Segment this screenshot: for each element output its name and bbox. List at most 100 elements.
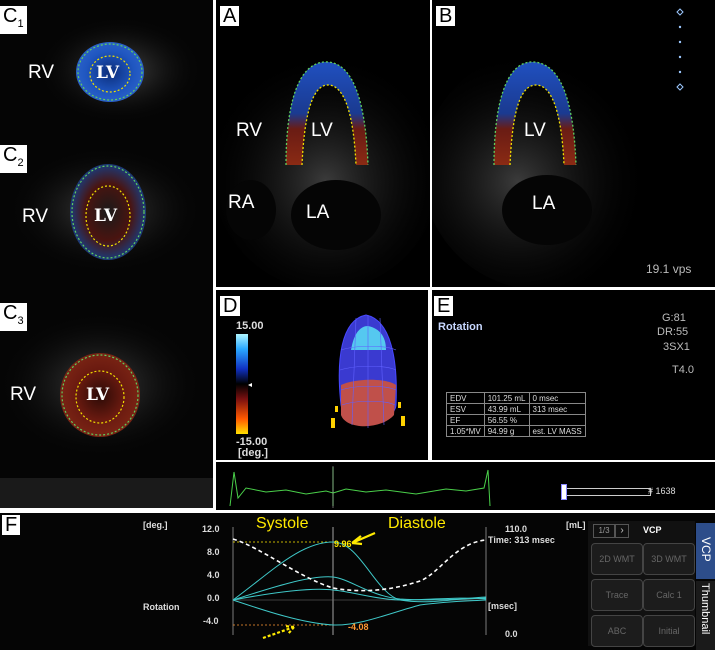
systole-arrow: [351, 531, 376, 546]
tab-thumbnail-label: Thumbnail: [699, 583, 711, 635]
label-c3: C3: [0, 303, 27, 331]
table-row: 1.05*MV 94.99 g est. LV MASS: [446, 425, 586, 437]
table-cell: 313 msec: [528, 403, 586, 415]
deg-unit: [deg.]: [143, 520, 168, 530]
tab-thumbnail[interactable]: Thumbnail: [696, 581, 715, 650]
volume-top: 110.0: [505, 524, 528, 534]
b-la-label: LA: [532, 193, 556, 214]
panel-f: F [deg.] Rotation 12.0 8.0 4.0 0.0 -4.0 …: [0, 513, 715, 650]
2d-wmt-button[interactable]: 2D WMT: [591, 543, 643, 575]
panel-a: A RV LV RA LA: [216, 0, 430, 287]
chart-bg: [0, 513, 600, 650]
a-lv-label: LV: [311, 120, 333, 141]
a-rv-label: RV: [236, 120, 263, 141]
label-f: F: [2, 515, 21, 535]
a-la-label: LA: [306, 202, 330, 223]
label-c1: C1: [0, 6, 27, 34]
lv-measurement-table: EDV 101.25 mL 0 msec ESV 43.99 mL 313 ms…: [446, 392, 586, 437]
c1-lv-label: LV: [96, 63, 120, 83]
frame-rate-text: 19.1 vps: [646, 262, 692, 276]
table-row: EDV 101.25 mL 0 msec: [446, 392, 586, 404]
rotation-title: Rotation: [438, 321, 483, 333]
frame-slider[interactable]: [561, 484, 651, 500]
b-lv-label: LV: [524, 120, 546, 141]
rotation-curve-2: [232, 576, 487, 601]
setting-gain: G:81: [662, 312, 686, 324]
c2-rv-label: RV: [22, 206, 49, 227]
abc-button[interactable]: ABC: [591, 615, 643, 647]
tab-vcp-label: VCP: [699, 537, 713, 562]
systole-label: Systole: [256, 515, 309, 532]
peak-value: 9.96: [334, 539, 352, 549]
ytick-8: 8.0: [207, 547, 220, 557]
vcp-pager[interactable]: 1/3: [593, 524, 615, 538]
ytick-12: 12.0: [202, 524, 220, 534]
tab-vcp[interactable]: VCP: [696, 523, 715, 579]
frame-number: # 1638: [648, 486, 676, 496]
table-cell: 101.25 mL: [483, 392, 530, 404]
panel-d: D 15.00 -15.00 [deg.]: [216, 290, 428, 460]
setting-3sx: 3SX1: [663, 341, 690, 353]
panel-c-column: C1 RV LV C2 RV LV C3 RV LV: [0, 0, 213, 508]
panel-a-image: [216, 0, 430, 287]
label-b: B: [436, 6, 456, 26]
table-row: EF 56.55 %: [446, 414, 586, 426]
table-row: ESV 43.99 mL 313 msec: [446, 403, 586, 415]
table-cell: 94.99 g: [483, 425, 530, 437]
rotation-curve-3: [232, 588, 487, 601]
c3-rv-label: RV: [10, 384, 37, 405]
3d-wmt-button[interactable]: 3D WMT: [643, 543, 695, 575]
rotation-curve-4: [232, 599, 487, 626]
label-a: A: [220, 6, 240, 26]
scale-min-text: -15.00: [236, 436, 268, 448]
table-cell: 43.99 mL: [483, 403, 530, 415]
panel-d-image: [216, 290, 428, 460]
rotation-row-label: Rotation: [143, 602, 180, 612]
initial-button[interactable]: Initial: [643, 615, 695, 647]
c2-lv-label: LV: [94, 206, 118, 226]
table-cell: [528, 414, 586, 426]
a-ra-label: RA: [228, 192, 255, 213]
diastole-label: Diastole: [388, 515, 446, 532]
rotation-chart: [0, 513, 600, 650]
vcp-title: VCP: [643, 525, 662, 535]
panel-e: E Rotation G:81 DR:55 3SX1 T4.0 EDV 101.…: [432, 290, 715, 460]
scale-max-text: 15.00: [236, 320, 264, 332]
timeline-trace: [216, 462, 715, 510]
c1-rv-label: RV: [28, 62, 55, 83]
msec-unit: [msec]: [488, 601, 518, 611]
vcp-next-button[interactable]: ›: [615, 524, 629, 538]
trough-value: -4.08: [348, 622, 369, 632]
ytick-0: 0.0: [207, 593, 220, 603]
label-d: D: [220, 296, 241, 316]
vcp-panel: 1/3 › VCP 2D WMT 3D WMT Trace Calc 1 ABC…: [588, 521, 695, 647]
calc-1-button[interactable]: Calc 1: [643, 579, 695, 611]
table-cell: EF: [446, 414, 485, 426]
panel-b: B LV LA 19.1 vps: [432, 0, 715, 287]
label-e: E: [434, 296, 454, 316]
table-cell: 0 msec: [528, 392, 586, 404]
panel-c-images: [0, 0, 213, 508]
scale-unit-text: [deg.]: [238, 447, 268, 459]
volume-bottom: 0.0: [505, 629, 518, 639]
timeline-strip: # 1638: [216, 462, 715, 510]
label-c2: C2: [0, 145, 27, 173]
table-cell: ESV: [446, 403, 485, 415]
trace-button[interactable]: Trace: [591, 579, 643, 611]
ytick-4: 4.0: [207, 570, 220, 580]
rotation-curve-1: [232, 541, 487, 603]
time-readout: Time: 313 msec: [488, 535, 555, 545]
setting-t: T4.0: [672, 364, 695, 376]
c3-lv-label: LV: [86, 385, 110, 405]
table-cell: EDV: [446, 392, 485, 404]
table-cell: 56.55 %: [483, 414, 530, 426]
table-cell: 1.05*MV: [446, 425, 485, 437]
table-cell: est. LV MASS: [528, 425, 586, 437]
ytick-neg4: -4.0: [203, 616, 219, 626]
panel-b-image: [432, 0, 715, 287]
trough-arrow: [262, 624, 295, 640]
frame-slider-thumb[interactable]: [561, 484, 567, 500]
volume-curve: [232, 538, 487, 592]
ml-unit: [mL]: [566, 520, 586, 530]
setting-dr: DR:55: [657, 326, 689, 338]
